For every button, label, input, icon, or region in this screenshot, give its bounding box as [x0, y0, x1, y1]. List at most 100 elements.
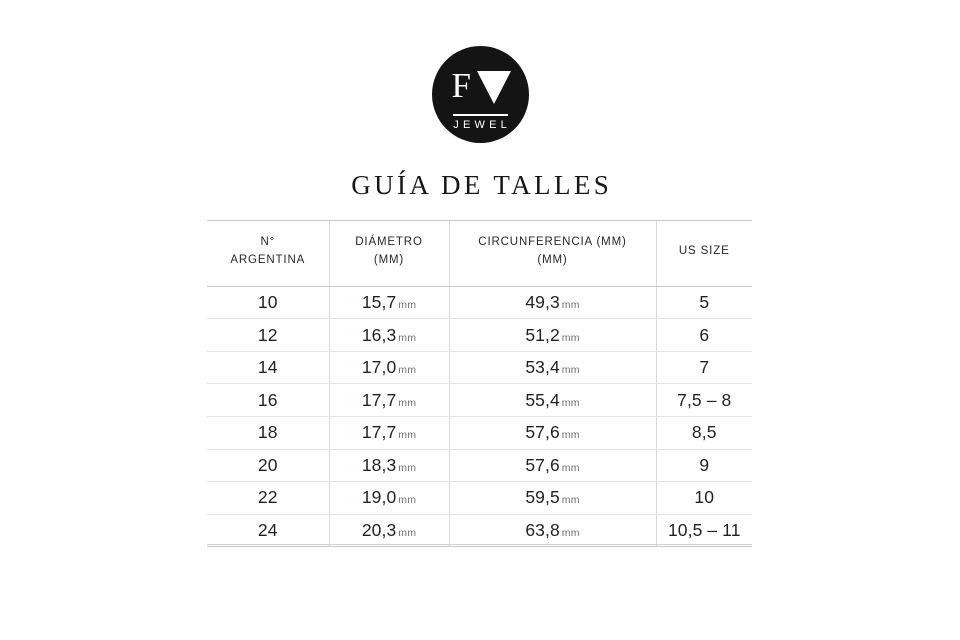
cell-argentina: 16 [207, 383, 329, 417]
table-row: 24 20,3 mm 63,8 mm 10,5 – 11 [207, 514, 752, 548]
cell-us-size: 10,5 – 11 [655, 514, 752, 548]
cell-circunferencia-value: 63,8 [525, 520, 560, 541]
cell-us-size-value: 7 [699, 357, 710, 378]
cell-us-size: 6 [655, 318, 752, 352]
unit-label: mm [398, 364, 417, 377]
cell-us-size-value: 6 [699, 324, 710, 345]
cell-circunferencia-value: 49,3 [525, 291, 560, 312]
cell-circunferencia: 59,5 mm [448, 481, 656, 515]
cell-circunferencia-value: 51,2 [525, 324, 560, 345]
cell-diametro: 17,7 mm [328, 383, 449, 417]
cell-argentina: 12 [207, 318, 329, 352]
column-header-diametro: DIÁMETRO (MM) [328, 220, 449, 287]
cell-argentina-value: 10 [257, 291, 278, 312]
cell-diametro: 18,3 mm [328, 449, 449, 483]
cell-diametro: 16,3 mm [328, 318, 449, 352]
column-header-us-size: US SIZE [655, 220, 752, 287]
cell-circunferencia: 57,6 mm [448, 449, 656, 483]
unit-label: mm [398, 331, 417, 344]
cell-argentina: 22 [207, 481, 329, 515]
table-body: 10 15,7 mm 49,3 mm 5 12 16,3 mm 51,2 mm 6 14 17,0 mm 53… [207, 286, 752, 548]
cell-us-size-value: 5 [699, 291, 710, 312]
cell-diametro-value: 17,0 [361, 357, 397, 378]
brand-logo: F JEWEL [0, 46, 960, 143]
table-row: 10 15,7 mm 49,3 mm 5 [207, 286, 752, 320]
cell-diametro-value: 17,7 [361, 422, 397, 443]
cell-diametro-value: 17,7 [361, 389, 397, 410]
column-header-argentina-line1: N° [260, 236, 276, 248]
unit-label: mm [561, 364, 580, 377]
cell-us-size-value: 8,5 [691, 422, 717, 443]
table-header-row: N° ARGENTINA DIÁMETRO (MM) CIRCUNFERENCI… [207, 220, 752, 287]
cell-us-size-value: 10,5 – 11 [667, 520, 741, 541]
cell-us-size: 8,5 [655, 416, 752, 450]
cell-us-size-value: 9 [699, 454, 710, 475]
size-table: N° ARGENTINA DIÁMETRO (MM) CIRCUNFERENCI… [207, 220, 752, 548]
cell-circunferencia-value: 59,5 [525, 487, 560, 508]
cell-circunferencia-value: 53,4 [525, 357, 560, 378]
unit-label: mm [398, 298, 417, 311]
cell-circunferencia: 63,8 mm [448, 514, 656, 548]
cell-us-size: 7,5 – 8 [655, 383, 752, 417]
cell-circunferencia: 57,6 mm [448, 416, 656, 450]
cell-diametro-value: 19,0 [361, 487, 397, 508]
cell-us-size-value: 10 [694, 487, 715, 508]
table-row: 16 17,7 mm 55,4 mm 7,5 – 8 [207, 383, 752, 417]
cell-circunferencia-value: 55,4 [525, 389, 560, 410]
cell-argentina-value: 24 [257, 520, 278, 541]
table-bottom-rule [207, 544, 752, 545]
unit-label: mm [561, 429, 580, 442]
cell-diametro-value: 20,3 [361, 520, 397, 541]
column-header-circunferencia-line1: CIRCUNFERENCIA (MM) [478, 236, 627, 248]
cell-circunferencia-value: 57,6 [525, 422, 560, 443]
cell-argentina: 18 [207, 416, 329, 450]
column-header-circunferencia: CIRCUNFERENCIA (MM) (MM) [448, 220, 656, 287]
column-header-argentina: N° ARGENTINA [207, 220, 329, 287]
unit-label: mm [398, 527, 417, 540]
page-title: GUÍA DE TALLES [351, 170, 613, 200]
inverted-triangle-icon [476, 71, 511, 104]
cell-us-size-value: 7,5 – 8 [677, 389, 732, 410]
cell-argentina-value: 12 [257, 324, 278, 345]
table-row: 14 17,0 mm 53,4 mm 7 [207, 351, 752, 385]
cell-argentina-value: 22 [257, 487, 278, 508]
cell-diametro: 20,3 mm [328, 514, 449, 548]
cell-argentina: 14 [207, 351, 329, 385]
cell-argentina: 20 [207, 449, 329, 483]
cell-us-size: 5 [655, 286, 752, 320]
logo-circle-badge: F JEWEL [431, 46, 529, 143]
unit-label: mm [561, 331, 580, 344]
cell-us-size: 9 [655, 449, 752, 483]
cell-circunferencia: 49,3 mm [448, 286, 656, 320]
unit-label: mm [561, 527, 580, 540]
unit-label: mm [398, 494, 417, 507]
cell-circunferencia: 51,2 mm [448, 318, 656, 352]
column-header-us-size-line1: US SIZE [678, 244, 730, 257]
table-row: 18 17,7 mm 57,6 mm 8,5 [207, 416, 752, 450]
table-row: 12 16,3 mm 51,2 mm 6 [207, 318, 752, 352]
cell-circunferencia: 53,4 mm [448, 351, 656, 385]
cell-circunferencia: 55,4 mm [448, 383, 656, 417]
cell-diametro-value: 15,7 [361, 291, 397, 312]
cell-diametro-value: 18,3 [361, 454, 397, 475]
unit-label: mm [561, 396, 580, 409]
unit-label: mm [561, 494, 580, 507]
cell-argentina: 10 [207, 286, 329, 320]
cell-circunferencia-value: 57,6 [525, 454, 560, 475]
unit-label: mm [561, 298, 580, 311]
unit-label: mm [398, 461, 417, 474]
column-header-argentina-line2: ARGENTINA [230, 253, 306, 266]
cell-argentina-value: 16 [257, 389, 278, 410]
cell-diametro: 15,7 mm [328, 286, 449, 320]
unit-label: mm [398, 396, 417, 409]
table-row: 20 18,3 mm 57,6 mm 9 [207, 449, 752, 483]
logo-divider [452, 114, 508, 116]
cell-diametro: 17,0 mm [328, 351, 449, 385]
cell-diametro-value: 16,3 [361, 324, 397, 345]
cell-argentina: 24 [207, 514, 329, 548]
logo-letter-f: F [451, 66, 471, 105]
table-header: N° ARGENTINA DIÁMETRO (MM) CIRCUNFERENCI… [207, 220, 752, 287]
cell-diametro: 17,7 mm [328, 416, 449, 450]
cell-argentina-value: 14 [257, 357, 278, 378]
